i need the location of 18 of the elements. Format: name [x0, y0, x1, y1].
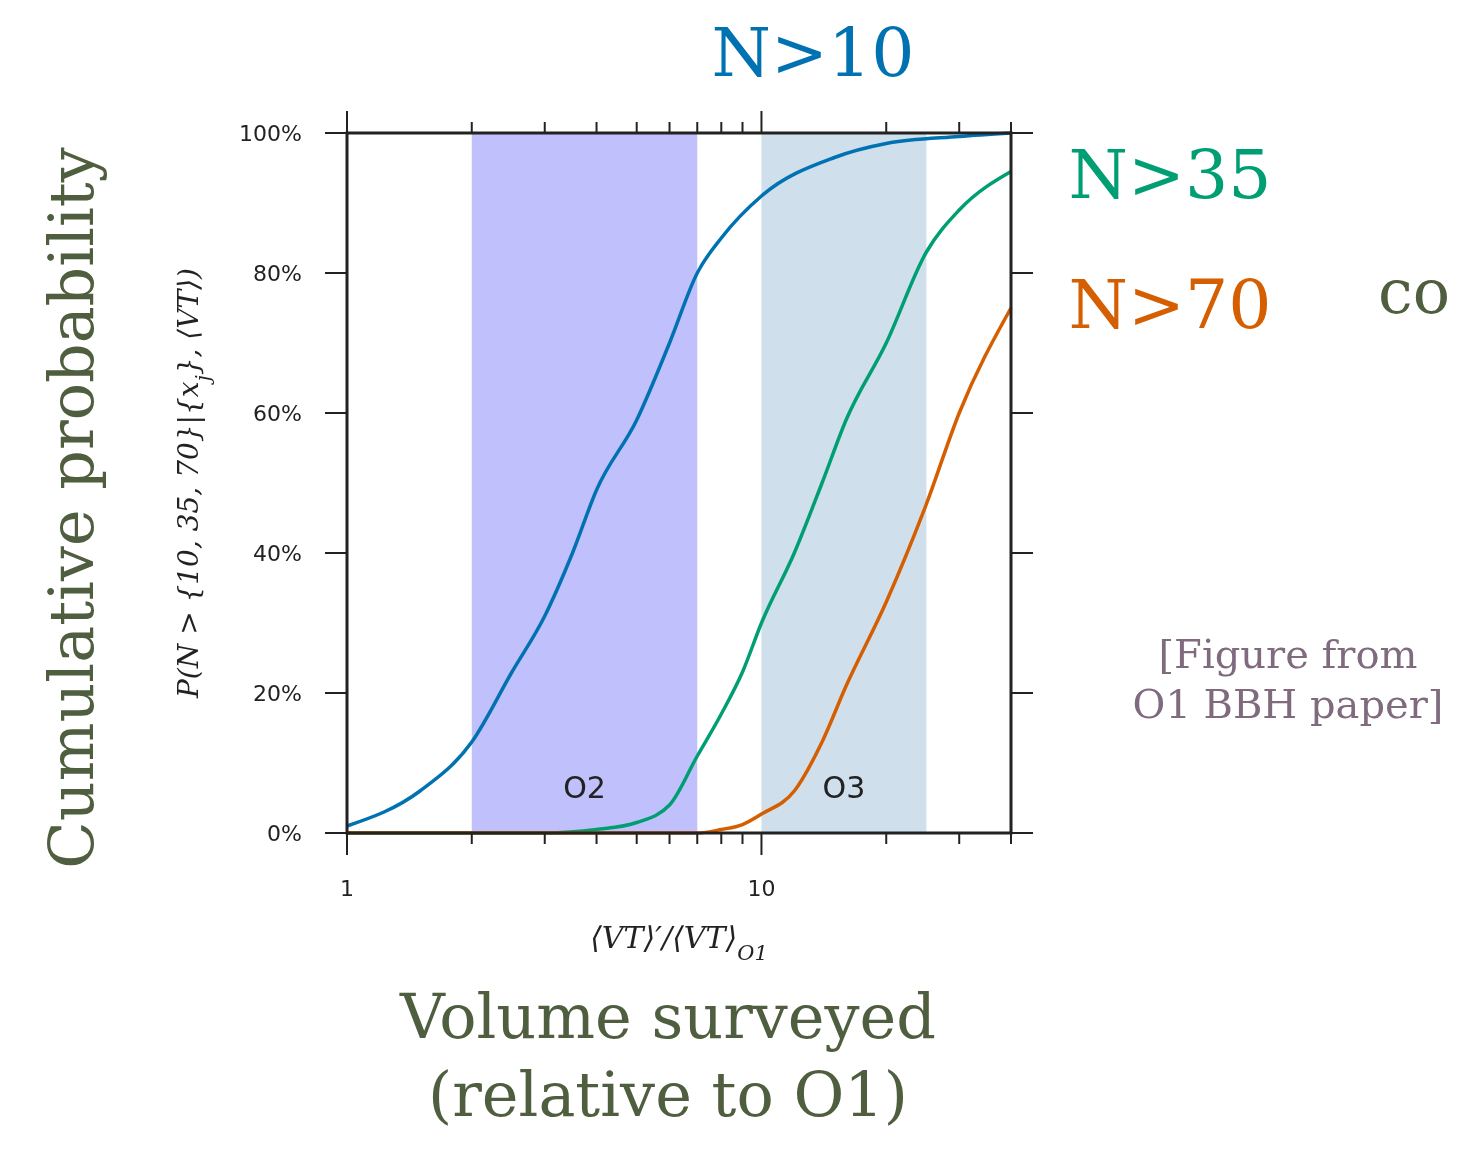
y-tick-label: 0% — [267, 821, 302, 846]
text: co — [1378, 255, 1451, 328]
y-tick-label: 80% — [253, 261, 302, 286]
x-tick-label: 1 — [340, 876, 354, 901]
series-label: N>10 — [711, 12, 915, 92]
text: [Figure from O1 BBH paper] — [1132, 631, 1444, 727]
series-label: N>70 — [1068, 264, 1272, 344]
band-label: O2 — [563, 770, 606, 805]
y-tick-label: 20% — [253, 681, 302, 706]
y-tick-label: 40% — [253, 541, 302, 566]
y-tick-label: 60% — [253, 401, 302, 426]
band-label: O3 — [822, 770, 866, 805]
series-label: N>35 — [1068, 134, 1272, 214]
text: Cumulative probability — [35, 147, 108, 869]
x-tick-label: 10 — [747, 876, 776, 901]
text: Volume surveyed (relative to O1) — [399, 980, 936, 1131]
x-axis-title: ⟨VT⟩′/⟨VT⟩$_{O1}$ — [590, 920, 768, 965]
y-tick-label: 100% — [239, 121, 302, 146]
